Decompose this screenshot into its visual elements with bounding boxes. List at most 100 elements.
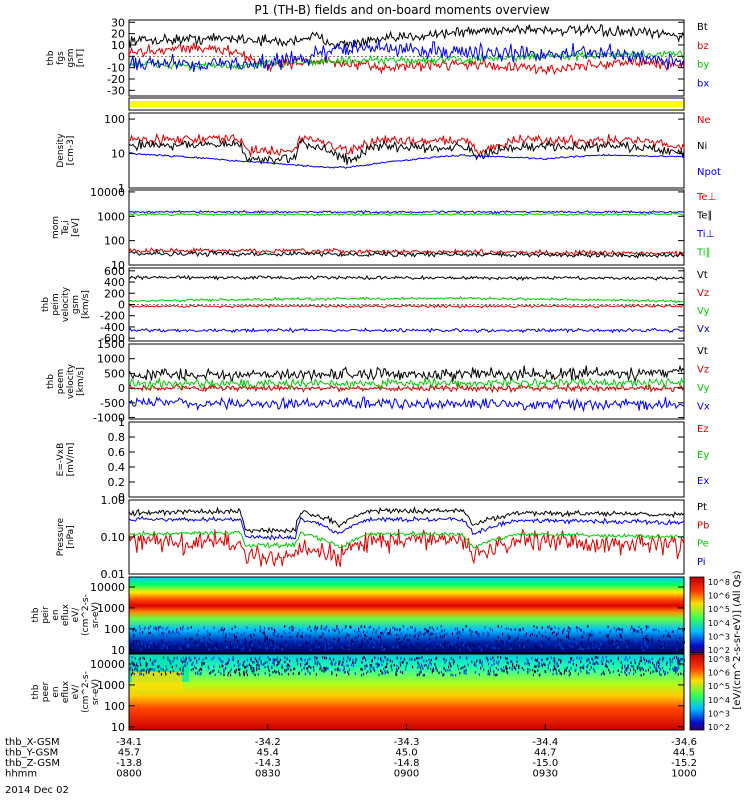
legends-group: Bt bz by bx Ne Ni Npot Te⊥ Te∥ Ti⊥ Ti∥ Vt Vz Vy Vx Vt Vz…	[689, 22, 743, 732]
x-row-value-1-0: 45.7	[118, 748, 140, 759]
legend-efield-0: Ez	[697, 424, 709, 435]
y-label-fgs: thb fgs gsm [nT]	[46, 48, 86, 67]
y-tick-label-peim-3: 0	[118, 299, 125, 312]
x-row-value-0-2: -34.3	[394, 737, 420, 748]
y-label-line-peir-3: eflux	[61, 603, 71, 626]
x-row-value-3-2: 0900	[394, 769, 419, 780]
y-tick-label-efield-0: 1	[118, 416, 125, 429]
y-ticks-temperature: 10000 1000 100 10	[90, 186, 684, 272]
legend-pressure-2: Pe	[697, 539, 709, 550]
y-tick-label-peer-3: 10	[111, 721, 125, 734]
y-tick-label-temperature-1: 1000	[97, 210, 125, 223]
colorbar-tick-1-2: 10^5	[708, 682, 730, 691]
panel-peir: 10000 1000 100 10 thb peir en eflux eV/(cm^2-s-s…	[31, 576, 685, 657]
y-tick-label-pressure-2: 0.01	[101, 568, 126, 581]
y-label-peer: thb peer en eflux eV/(cm^2-s-sr-eV)	[31, 671, 101, 713]
legend-pressure-1: Pb	[697, 520, 709, 531]
y-tick-label-fgs-3: 0	[118, 50, 125, 63]
x-row-value-3-4: 1000	[671, 769, 696, 780]
y-tick-label-peim-6: -600	[100, 332, 125, 345]
legend-fgs-1: bz	[697, 41, 709, 52]
y-tick-label-fgs-4: -10	[107, 62, 125, 75]
legend-fgs-0: Bt	[697, 22, 708, 33]
y-label-peim: thb peim velocity gsm [km/s]	[41, 286, 91, 322]
panel-density: 100 10 1 Density [cm-3]	[56, 112, 685, 195]
y-label-line-temperature-1: Te,i	[61, 220, 71, 236]
y-tick-label-fgs-2: 10	[111, 39, 125, 52]
y-ticks-pressure: 1.00 0.10 0.01	[101, 494, 684, 581]
plot-title: P1 (TH-B) fields and on-board moments ov…	[254, 3, 550, 17]
colorbar-tick-0-0: 10^8	[708, 578, 730, 587]
legend-temperature-3: Ti∥	[696, 248, 711, 259]
legend-density-1: Ni	[697, 141, 707, 152]
series-pressure-1	[128, 528, 685, 568]
y-label-line-peim-3: gsm	[71, 295, 81, 314]
x-row-value-2-3: -15.0	[532, 758, 558, 769]
x-row-name-1: thb_Y-GSM	[5, 748, 58, 759]
series-fgs-2	[128, 48, 685, 72]
x-row-name-2: thb_Z-GSM	[5, 758, 60, 769]
x-row-value-1-3: 44.7	[534, 748, 556, 759]
y-ticks-efield: 1 0.8 0.6 0.4 0.2 0	[108, 416, 684, 504]
series-peim-2	[128, 295, 685, 304]
series-density-2	[128, 152, 685, 169]
colorbar-tick-1-5: 10^2	[708, 723, 730, 732]
y-tick-label-peem-5: -1000	[93, 412, 125, 425]
y-label-line-peer-6: sr-eV)	[91, 679, 101, 705]
series-temperature-2	[128, 209, 684, 215]
series-density-0	[128, 132, 685, 158]
y-tick-label-peim-0: 600	[104, 265, 125, 278]
y-tick-label-density-1: 10	[111, 148, 125, 161]
y-tick-label-efield-2: 0.6	[108, 446, 126, 459]
panel-frame-density	[128, 112, 685, 189]
y-tick-label-density-2: 1	[118, 182, 125, 195]
y-tick-label-temperature-0: 10000	[90, 186, 125, 199]
date-label: 2014 Dec 02	[5, 785, 69, 796]
y-ticks-peer: 10000 1000 100 10	[90, 658, 684, 734]
series-fgs-3	[128, 39, 685, 73]
x-row-value-1-2: 45.0	[395, 748, 417, 759]
series-peim-1	[128, 303, 685, 309]
x-row-value-1-4: 44.5	[673, 748, 695, 759]
x-row-value-0-3: -34.4	[532, 737, 558, 748]
colorbar: 10^810^610^510^410^310^210^810^610^510^4…	[689, 570, 743, 732]
y-label-peir: thb peir en eflux eV/(cm^2-s-sr-eV)	[31, 594, 101, 636]
y-label-line-peir-2: en	[51, 609, 61, 620]
y-tick-label-efield-1: 0.8	[108, 431, 126, 444]
y-label-temperature: mom Te,i [eV]	[51, 216, 81, 239]
colorbar-tick-0-5: 10^2	[708, 646, 730, 655]
y-label-line-peer-3: eflux	[61, 680, 71, 703]
y-label-line-peir-5: (cm^2-s-	[81, 594, 91, 636]
y-label-line-peer-0: thb	[31, 684, 41, 699]
x-row-value-1-1: 45.4	[257, 748, 279, 759]
x-row-value-0-4: -34.6	[671, 737, 697, 748]
heatmap-initial-band-core	[132, 672, 182, 690]
y-tick-label-peim-2: 200	[104, 287, 125, 300]
x-axis-labels: thb_X-GSM -34.1 -34.2 -34.3 -34.4 -34.6 thb_Y-…	[5, 724, 697, 780]
y-label-line-temperature-0: mom	[51, 216, 61, 239]
y-tick-label-peir-0: 10000	[90, 581, 125, 594]
panel-peer: 10000 1000 100 10 thb peer en eflux eV/(cm^2-s-s…	[31, 653, 685, 734]
y-tick-label-peer-1: 1000	[97, 679, 125, 692]
x-row-value-2-4: -15.2	[671, 758, 697, 769]
x-row-value-3-1: 0830	[255, 769, 280, 780]
y-label-line-peer-5: (cm^2-s-	[81, 671, 91, 713]
series-temperature-3	[128, 212, 685, 217]
y-label-line-peem-3: [km/s]	[76, 367, 86, 396]
colorbar-tick-0-2: 10^5	[708, 605, 730, 614]
legend-fgs-3: bx	[697, 79, 709, 90]
legend-efield-2: Ex	[697, 476, 709, 487]
colorbar-bar-0	[689, 576, 705, 654]
legend-peem-3: Vx	[697, 402, 710, 413]
x-row-value-2-2: -14.8	[394, 758, 420, 769]
y-tick-label-peem-4: -500	[100, 397, 125, 410]
y-tick-label-peem-1: 1000	[97, 353, 125, 366]
legend-temperature-1: Te∥	[696, 211, 713, 222]
flags-bar	[130, 101, 683, 107]
legend-peem-0: Vt	[697, 346, 708, 357]
y-label-line-peim-0: thb	[41, 297, 51, 312]
colorbar-tick-0-4: 10^3	[708, 632, 730, 641]
